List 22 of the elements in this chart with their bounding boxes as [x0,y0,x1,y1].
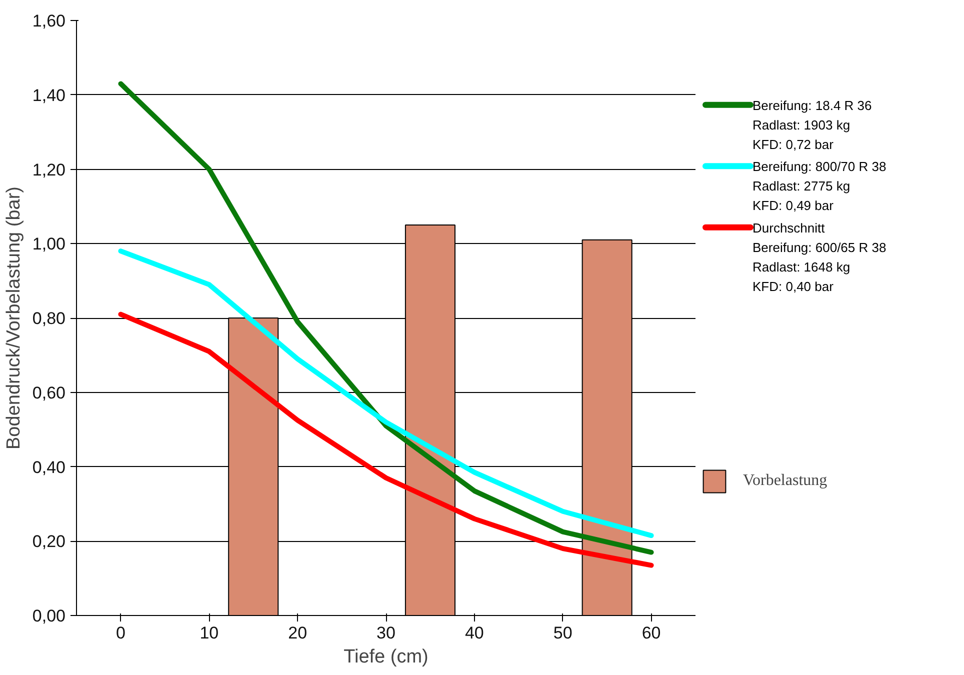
x-tick-label: 0 [116,624,126,642]
legend-label: Bereifung: 800/70 R 38 Radlast: 2775 kg KFD: 0,49 bar [752,159,886,214]
x-tick-label: 50 [553,624,572,642]
x-axis-title: Tiefe (cm) [344,646,428,668]
x-tick-label: 30 [376,624,396,642]
legend-label: Bereifung: 18.4 R 36 Radlast: 1903 kg KFD: 0,72 bar [752,98,872,152]
y-tick-label: 0,20 [32,532,66,552]
legend-label: Vorbelastung [743,472,828,490]
y-axis-title: Bodendruck/Vorbelastung (bar) [3,186,24,450]
x-tick-label: 40 [464,624,484,642]
y-tick-label: 1,20 [32,160,66,180]
legend-label: Durchschnitt Bereifung: 600/65 R 38 Radlast: 1648 kg KFD: 0,40 bar [752,220,886,294]
y-tick-label: 1,00 [32,234,66,254]
x-tick-label: 10 [200,624,219,642]
y-tick-label: 0,80 [32,309,66,328]
x-tick-label: 60 [642,624,661,642]
x-tick-label: 20 [288,624,308,642]
y-tick-label: 0,40 [32,458,66,477]
y-tick-label: 1,40 [32,86,66,105]
y-tick-label: 0,00 [32,606,66,626]
y-tick-label: 0,60 [32,383,66,402]
y-tick-label: 1,60 [32,12,66,30]
